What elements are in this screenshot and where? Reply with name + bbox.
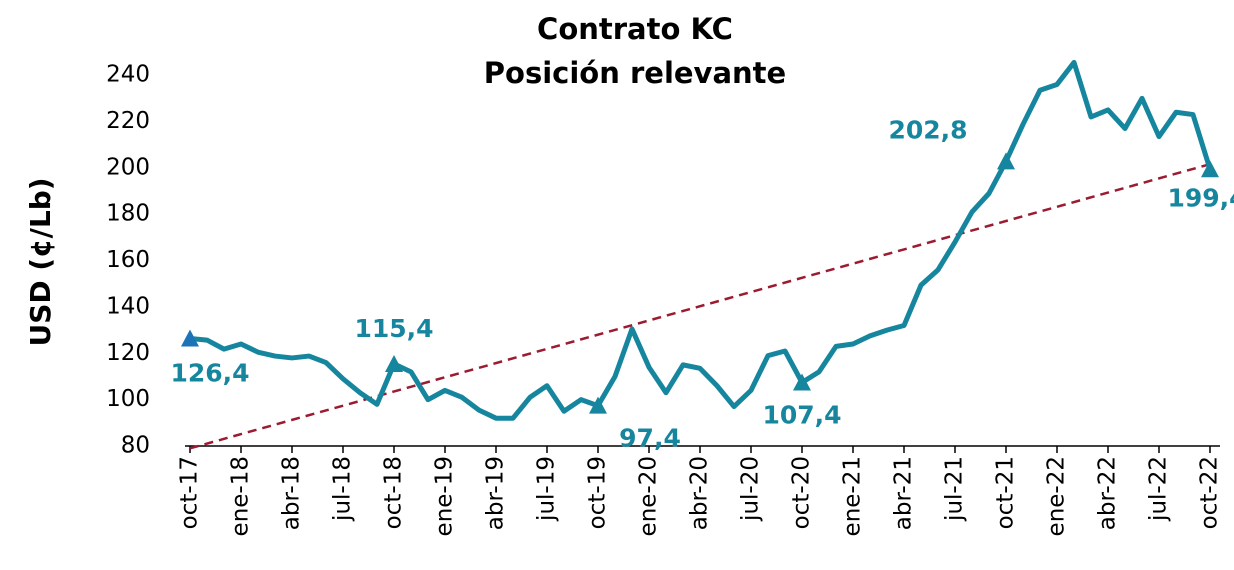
y-tick-label: 120 (106, 340, 150, 366)
y-tick-label: 100 (106, 386, 150, 412)
y-tick-label: 200 (106, 154, 150, 180)
y-tick-label: 80 (121, 433, 150, 459)
x-tick-label: jul-21 (942, 456, 968, 522)
x-tick-label: oct-18 (381, 456, 407, 529)
point-marker (181, 329, 199, 347)
x-tick-label: abr-20 (687, 456, 713, 530)
trend-line (189, 162, 1211, 450)
x-tick-label: ene-21 (840, 456, 866, 536)
data-label: 126,4 (170, 358, 249, 387)
point-marker (1201, 160, 1219, 178)
data-label: 115,4 (354, 314, 433, 343)
point-marker (589, 396, 607, 414)
x-tick-label: abr-22 (1095, 456, 1121, 530)
x-tick-label: jul-22 (1146, 456, 1172, 522)
x-tick-label: oct-21 (993, 456, 1019, 529)
x-tick-label: ene-19 (432, 456, 458, 536)
y-axis-label: USD (¢/Lb) (24, 177, 57, 346)
point-marker (793, 373, 811, 391)
x-tick-label: abr-18 (279, 456, 305, 530)
chart-title: Contrato KC (537, 12, 733, 46)
x-tick-label: ene-22 (1044, 456, 1070, 536)
x-tick-label: abr-19 (483, 456, 509, 530)
chart-subtitle: Posición relevante (484, 56, 786, 90)
data-label: 97,4 (619, 424, 681, 453)
data-label: 202,8 (888, 115, 967, 144)
y-tick-label: 240 (106, 62, 150, 88)
y-tick-label: 160 (106, 247, 150, 273)
data-label: 199,4 (1167, 183, 1234, 212)
x-tick-label: jul-19 (534, 456, 560, 522)
y-tick-label: 140 (106, 293, 150, 319)
y-tick-label: 180 (106, 201, 150, 227)
x-tick-label: oct-19 (585, 456, 611, 529)
point-marker (385, 354, 403, 372)
data-label: 107,4 (762, 400, 841, 429)
point-marker (997, 152, 1015, 170)
x-tick-label: oct-20 (789, 456, 815, 529)
x-tick-label: ene-18 (228, 456, 254, 536)
x-tick-label: jul-18 (330, 456, 356, 522)
x-tick-label: abr-21 (891, 456, 917, 530)
x-tick-label: ene-20 (636, 456, 662, 536)
y-tick-label: 220 (106, 108, 150, 134)
x-tick-label: oct-22 (1197, 456, 1223, 529)
x-tick-label: jul-20 (738, 456, 764, 522)
series-line (189, 59, 1213, 421)
x-tick-label: oct-17 (177, 456, 203, 529)
